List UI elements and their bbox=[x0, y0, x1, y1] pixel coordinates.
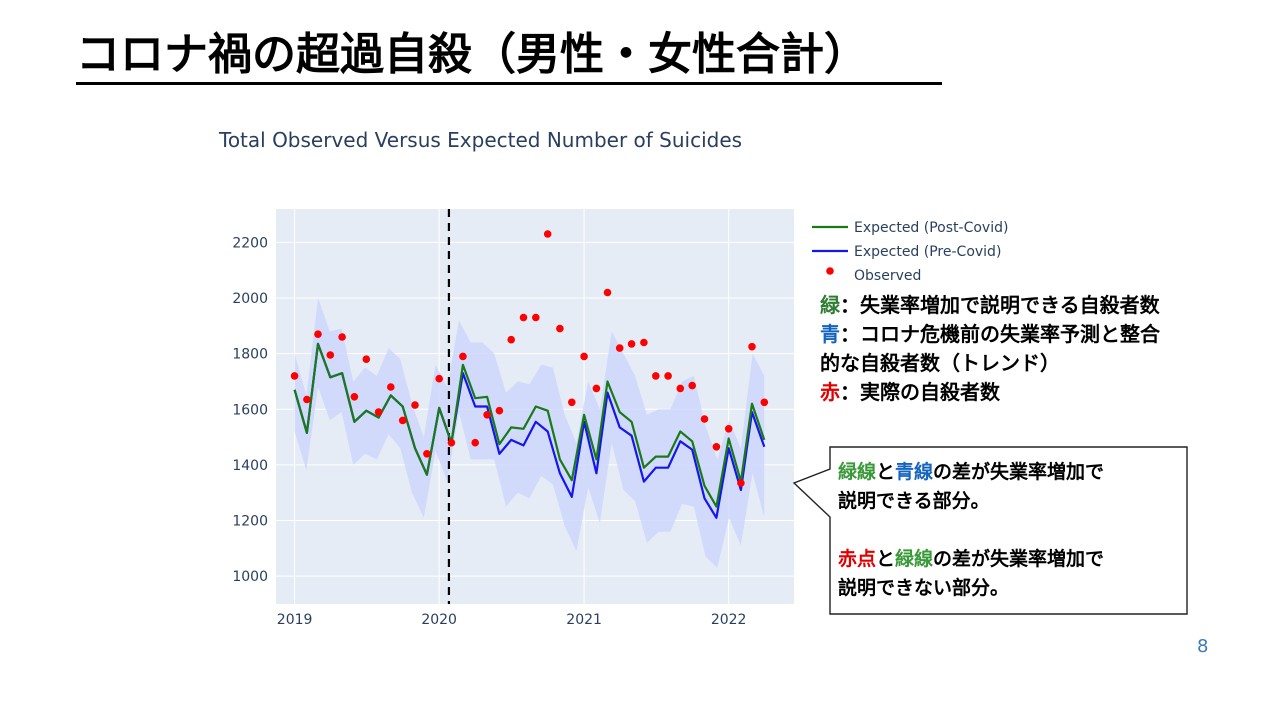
legend-item-label: Observed bbox=[854, 268, 921, 284]
observed-point bbox=[627, 340, 636, 348]
observed-point bbox=[748, 342, 756, 351]
observed-point bbox=[471, 438, 480, 447]
blue-text-1: ：コロナ危機前の失業率予測と整合 bbox=[840, 322, 1160, 346]
explain-blue-row-2: 的な自殺者数（トレンド） bbox=[820, 351, 1060, 375]
legend[interactable]: Expected (Post-Covid) Expected (Pre-Covid… bbox=[812, 220, 1008, 284]
legend-item-label: Expected (Pre-Covid) bbox=[854, 244, 1001, 260]
chart-title: Total Observed Versus Expected Number of… bbox=[219, 128, 743, 152]
explain-blue-row: 青：コロナ危機前の失業率予測と整合 bbox=[820, 320, 1240, 349]
observed-point bbox=[447, 438, 456, 447]
observed-point bbox=[314, 330, 322, 339]
observed-point bbox=[664, 372, 672, 380]
callout-text: 緑線と青線の差が失業率増加で 説明できる部分。 赤点と緑線の差が失業率増加で 説… bbox=[838, 458, 1183, 603]
green-key: 緑 bbox=[820, 293, 840, 317]
legend-observed-marker bbox=[826, 267, 834, 275]
observed-point bbox=[532, 313, 540, 322]
expected-post-covid-line bbox=[293, 342, 766, 508]
observed-point bbox=[640, 338, 648, 347]
title-underline bbox=[76, 82, 942, 85]
observed-point bbox=[543, 230, 552, 238]
legend-item-label: Expected (Post-Covid) bbox=[854, 220, 1008, 236]
observed-point bbox=[459, 352, 467, 361]
observed-point bbox=[592, 384, 601, 393]
y-tick-label: 1400 bbox=[232, 458, 268, 474]
y-tick-label: 1200 bbox=[232, 514, 268, 530]
observed-point bbox=[568, 398, 576, 407]
observed-point bbox=[737, 479, 745, 487]
observed-point bbox=[688, 381, 696, 390]
x-tick-label: 2022 bbox=[711, 612, 747, 628]
series-group bbox=[290, 209, 769, 604]
observed-point bbox=[290, 372, 299, 380]
x-tick-label: 2019 bbox=[277, 612, 313, 628]
explain-red-row: 赤：実際の自殺者数 bbox=[820, 378, 1240, 407]
observed-point bbox=[556, 324, 564, 333]
observed-point bbox=[652, 372, 660, 380]
note-line-1: 緑線と青線の差が失業率増加で bbox=[838, 458, 1183, 487]
note-green-line-2: 緑線 bbox=[895, 548, 934, 570]
green-text: ：失業率増加で説明できる自殺者数 bbox=[840, 293, 1160, 317]
slide-title: コロナ禍の超過自殺（男性・女性合計） bbox=[76, 29, 868, 80]
observed-point bbox=[580, 352, 588, 361]
observed-point bbox=[483, 411, 491, 419]
observed-point bbox=[326, 351, 335, 359]
x-tick-label: 2020 bbox=[421, 612, 457, 628]
note-and-2: と bbox=[876, 548, 896, 570]
observed-point bbox=[423, 450, 431, 458]
note-line-3: 赤点と緑線の差が失業率増加で bbox=[838, 545, 1183, 574]
callout-shape bbox=[792, 446, 1188, 615]
y-tick-label: 2000 bbox=[232, 291, 268, 307]
observed-point bbox=[519, 313, 528, 322]
observed-point bbox=[700, 415, 709, 423]
color-key-explanation: 緑：失業率増加で説明できる自殺者数 青：コロナ危機前の失業率予測と整合 的な自殺… bbox=[820, 291, 1240, 407]
note-green-line: 緑線 bbox=[838, 461, 877, 483]
observed-point bbox=[724, 425, 733, 433]
observed-point bbox=[350, 393, 359, 401]
note-rest-1: の差が失業率増加で bbox=[933, 461, 1105, 483]
observed-point bbox=[495, 406, 504, 415]
x-tick-label: 2021 bbox=[566, 612, 602, 628]
y-tick-label: 1800 bbox=[232, 347, 268, 363]
page-number: 8 bbox=[1197, 636, 1209, 657]
note-and-1: と bbox=[876, 461, 896, 483]
observed-point bbox=[303, 395, 311, 404]
callout-box bbox=[792, 446, 1188, 615]
observed-point bbox=[603, 288, 612, 297]
note-line-4: 説明できない部分。 bbox=[838, 577, 1010, 599]
observed-point bbox=[387, 383, 395, 391]
observed-point bbox=[398, 416, 407, 425]
y-tick-label: 2200 bbox=[232, 235, 268, 251]
red-text: ：実際の自殺者数 bbox=[840, 380, 1000, 404]
observed-point bbox=[712, 443, 721, 451]
note-rest-3: の差が失業率増加で bbox=[933, 548, 1105, 570]
observed-point bbox=[374, 408, 383, 416]
note-blue-line: 青線 bbox=[895, 461, 934, 483]
observed-point bbox=[435, 374, 444, 383]
observed-point bbox=[507, 335, 515, 344]
observed-point bbox=[615, 344, 624, 352]
observed-point bbox=[760, 398, 769, 407]
observed-point bbox=[676, 384, 685, 393]
observed-point bbox=[338, 333, 346, 341]
explain-green-row: 緑：失業率増加で説明できる自殺者数 bbox=[820, 291, 1240, 320]
y-tick-label: 1000 bbox=[232, 569, 268, 585]
blue-key: 青 bbox=[820, 322, 840, 346]
observed-point bbox=[411, 401, 419, 409]
y-tick-label: 1600 bbox=[232, 402, 268, 418]
plot-area: 1000 1200 1400 1600 1800 2000 2200 2019 2020 2021… bbox=[232, 209, 794, 628]
note-line-2: 説明できる部分。 bbox=[838, 490, 990, 512]
note-red-dots: 赤点 bbox=[838, 548, 877, 570]
red-key: 赤 bbox=[820, 380, 840, 404]
observed-point bbox=[362, 355, 371, 364]
